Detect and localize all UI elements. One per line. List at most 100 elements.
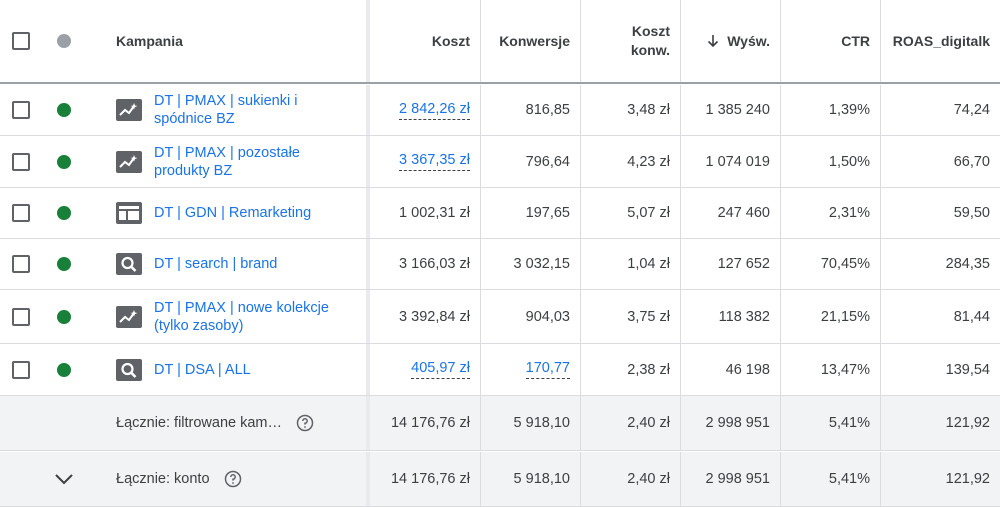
performance-max-icon (116, 305, 142, 328)
cost-per-conv-value: 3,75 zł (627, 308, 670, 325)
status-enabled-icon[interactable] (57, 257, 71, 271)
status-enabled-icon[interactable] (57, 206, 71, 220)
cost-value[interactable]: 405,97 zł (411, 360, 470, 379)
row-checkbox[interactable] (12, 255, 30, 273)
column-header-ctr[interactable]: CTR (841, 32, 870, 49)
search-icon (116, 358, 142, 381)
total-ctr-value: 5,41% (828, 471, 870, 487)
table-row[interactable]: DT | GDN | Remarketing 1 002,31 zł 197,6… (0, 188, 1000, 239)
total-cost-per-conv-value: 2,40 zł (627, 471, 670, 487)
total-filtered-row: Łącznie: filtrowane kam… 14 176,76 zł 5 … (0, 396, 1000, 451)
roas-value: 66,70 (953, 153, 990, 170)
help-icon[interactable] (224, 470, 242, 488)
total-conversions-value: 5 918,10 (513, 415, 570, 431)
status-enabled-icon[interactable] (57, 309, 71, 324)
roas-value: 139,54 (945, 361, 990, 378)
chevron-down-icon[interactable] (54, 473, 74, 485)
total-roas-value: 121,92 (945, 415, 990, 431)
campaign-name-line2: spódnice BZ (154, 111, 235, 127)
row-checkbox[interactable] (12, 204, 30, 222)
campaign-name-line1: DT | PMAX | sukienki i (154, 93, 298, 109)
row-checkbox[interactable] (12, 101, 30, 119)
total-label: Łącznie: konto (116, 471, 210, 487)
cost-value: 3 166,03 zł (399, 256, 470, 272)
column-header-cost[interactable]: Koszt (431, 32, 470, 49)
campaign-name-line1: DT | PMAX | pozostałe (154, 144, 300, 161)
column-divider[interactable] (366, 0, 370, 82)
total-cost-per-conv-value: 2,40 zł (627, 415, 670, 431)
campaign-name-line2: produkty BZ (154, 162, 233, 179)
campaign-name-line1: DT | PMAX | nowe kolekcje (154, 299, 329, 316)
campaign-name-link[interactable]: DT | PMAX | nowe kolekcje (tylko zasoby) (154, 299, 329, 335)
help-icon[interactable] (296, 414, 314, 432)
column-divider (366, 344, 370, 395)
column-divider (366, 239, 370, 289)
table-row[interactable]: DT | PMAX | sukienki i spódnice BZ 2 842,… (0, 85, 1000, 136)
column-divider (366, 290, 370, 343)
total-impressions-value: 2 998 951 (705, 415, 770, 431)
campaign-name-line1: DT | DSA | ALL (154, 361, 251, 378)
row-checkbox[interactable] (12, 152, 30, 171)
total-cost-value: 14 176,76 zł (390, 415, 470, 431)
table-row[interactable]: DT | PMAX | pozostałe produkty BZ 3 367,3… (0, 136, 1000, 188)
column-divider (366, 452, 370, 506)
conversions-value: 904,03 (525, 308, 570, 325)
column-header-cost-per-conv[interactable]: Koszt konw. (631, 22, 670, 60)
cost-per-conv-value: 2,38 zł (627, 361, 670, 378)
column-header-conversions[interactable]: Konwersje (499, 32, 570, 49)
column-header-impressions[interactable]: Wyśw. (727, 32, 770, 49)
ctr-value: 70,45% (820, 256, 870, 272)
campaign-name-line1: DT | GDN | Remarketing (154, 205, 312, 221)
campaign-name-link[interactable]: DT | DSA | ALL (154, 361, 251, 379)
campaign-name-link[interactable]: DT | PMAX | pozostałe produkty BZ (154, 144, 300, 180)
status-header-icon[interactable] (57, 34, 71, 48)
campaign-name-link[interactable]: DT | search | brand (154, 255, 277, 273)
conversions-value[interactable]: 170,77 (525, 360, 570, 379)
cost-per-conv-value: 3,48 zł (627, 102, 670, 118)
row-checkbox[interactable] (12, 360, 30, 379)
header-label-line2: konw. (630, 42, 670, 58)
display-icon (116, 202, 142, 224)
select-all-checkbox[interactable] (12, 32, 30, 50)
total-ctr-value: 5,41% (828, 415, 870, 431)
cost-value: 3 392,84 zł (399, 308, 470, 325)
total-roas-value: 121,92 (945, 471, 990, 487)
impressions-value: 1 074 019 (705, 153, 770, 170)
total-account-row: Łącznie: konto 14 176,76 zł 5 918,10 2,4… (0, 452, 1000, 507)
cost-value[interactable]: 2 842,26 zł (399, 101, 470, 120)
ctr-value: 1,39% (828, 102, 870, 118)
campaign-name-line2: (tylko zasoby) (154, 317, 244, 334)
cost-value: 1 002,31 zł (399, 205, 470, 221)
total-impressions-value: 2 998 951 (705, 471, 770, 487)
impressions-value: 118 382 (718, 308, 770, 325)
table-row[interactable]: DT | DSA | ALL 405,97 zł 170,77 2,38 zł … (0, 344, 1000, 396)
table-row[interactable]: DT | PMAX | nowe kolekcje (tylko zasoby) … (0, 290, 1000, 344)
campaign-name-line1: DT | search | brand (154, 256, 278, 272)
column-divider (366, 136, 370, 187)
conversions-value: 3 032,15 (513, 256, 570, 272)
column-header-campaign[interactable]: Kampania (116, 33, 183, 49)
impressions-value: 127 652 (717, 256, 770, 272)
column-divider (366, 396, 370, 450)
status-enabled-icon[interactable] (57, 154, 71, 169)
column-header-roas[interactable]: ROAS_digitalk (892, 32, 990, 49)
cost-value[interactable]: 3 367,35 zł (399, 152, 470, 171)
conversions-value: 197,65 (525, 205, 570, 221)
campaign-name-link[interactable]: DT | PMAX | sukienki i spódnice BZ (154, 92, 297, 128)
arrow-down-icon[interactable] (707, 34, 719, 48)
roas-value: 284,35 (945, 256, 990, 272)
total-conversions-value: 5 918,10 (513, 471, 570, 487)
search-icon (116, 253, 142, 275)
ctr-value: 21,15% (820, 308, 870, 325)
table-row[interactable]: DT | search | brand 3 166,03 zł 3 032,15… (0, 239, 1000, 290)
campaign-name-link[interactable]: DT | GDN | Remarketing (154, 204, 311, 222)
status-enabled-icon[interactable] (57, 103, 71, 117)
performance-max-icon (116, 99, 142, 121)
impressions-value: 247 460 (717, 205, 770, 221)
row-checkbox[interactable] (12, 307, 30, 326)
status-enabled-icon[interactable] (57, 362, 71, 377)
cost-per-conv-value: 1,04 zł (627, 256, 670, 272)
total-cost-value: 14 176,76 zł (390, 471, 470, 487)
roas-value: 59,50 (953, 205, 990, 221)
